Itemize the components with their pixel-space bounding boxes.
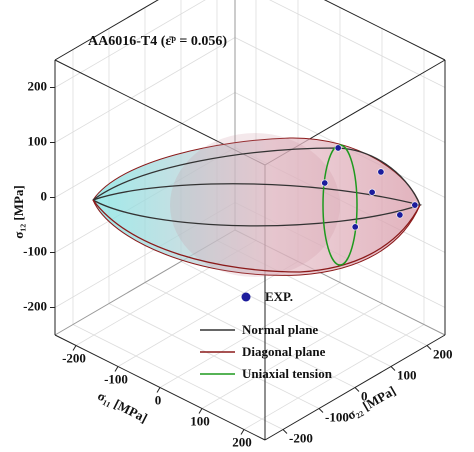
- grid-line: [72, 324, 284, 430]
- x-tick-label: 200: [232, 434, 252, 449]
- box-edge: [323, 0, 446, 61]
- z-tick-label: 0: [41, 188, 48, 203]
- z-tick-label: 100: [28, 133, 48, 148]
- y-tick-label: 200: [433, 346, 453, 361]
- tick-mark: [426, 345, 432, 350]
- legend-label: Uniaxial tension: [242, 366, 333, 381]
- z-tick-label: -100: [23, 243, 47, 258]
- tick-mark: [198, 408, 203, 414]
- tick-mark: [156, 387, 161, 393]
- exp-point: [396, 211, 404, 219]
- z-axis-label: σ₁₂ [MPa]: [11, 185, 26, 239]
- exp-point: [377, 168, 385, 176]
- exp-point: [351, 223, 359, 231]
- surface-shade: [170, 133, 340, 277]
- points: [321, 144, 419, 231]
- surface: [92, 133, 423, 277]
- exp-point: [321, 179, 329, 187]
- grid-line: [144, 282, 356, 388]
- legend-label: Diagonal plane: [242, 344, 326, 359]
- legend-label: Normal plane: [242, 322, 318, 337]
- tick-mark: [318, 408, 324, 413]
- y-tick-label: 100: [397, 367, 417, 382]
- tick-mark: [240, 429, 245, 435]
- y-tick-label: -200: [289, 430, 313, 445]
- chart-title: AA6016-T4 (ε̄ᵖ = 0.056): [88, 34, 227, 49]
- x-tick-label: 100: [190, 413, 210, 428]
- x-axis-label: σ₁₁ [MPa]: [95, 388, 149, 426]
- exp-point: [411, 201, 419, 209]
- normal-plane-curve: [92, 147, 421, 206]
- tick-mark: [390, 366, 396, 371]
- exp-point: [368, 188, 376, 196]
- y-tick-label: -100: [325, 409, 349, 424]
- x-tick-label: 0: [155, 392, 162, 407]
- y-tick-label: 0: [361, 388, 368, 403]
- z-tick-label: -200: [23, 298, 47, 313]
- tick-mark: [114, 366, 119, 372]
- tick-mark: [72, 345, 77, 351]
- legend-marker: [241, 292, 251, 302]
- legend-label: EXP.: [265, 289, 293, 304]
- x-tick-label: -100: [104, 371, 128, 386]
- grid-line: [180, 261, 392, 367]
- grid-line: [108, 303, 320, 409]
- tick-mark: [282, 429, 288, 434]
- box-edge: [54, 0, 159, 61]
- z-tick-label: 200: [28, 78, 48, 93]
- tick-mark: [354, 387, 360, 392]
- x-tick-label: -200: [62, 350, 86, 365]
- legend: EXP. Normal plane Diagonal plane Uniaxia…: [200, 289, 333, 381]
- diagonal-plane-curve: [92, 199, 421, 273]
- exp-point: [334, 144, 342, 152]
